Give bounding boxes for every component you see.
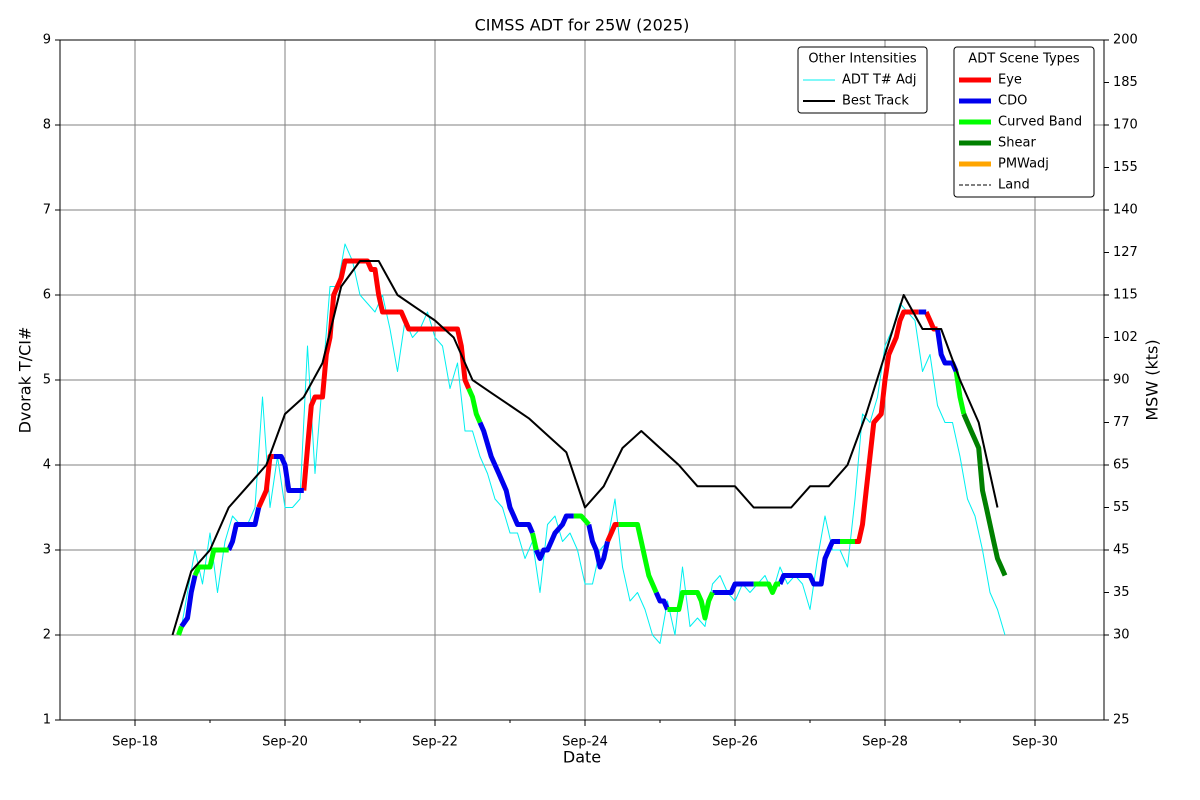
- y2-tick-label: 170: [1113, 118, 1138, 133]
- series-line: [179, 309, 959, 628]
- y-tick-label: 1: [43, 713, 51, 728]
- x-tick-label: Sep-22: [412, 735, 458, 750]
- x-tick-label: Sep-18: [112, 735, 158, 750]
- y-tick-label: 4: [43, 458, 51, 473]
- legend-title: ADT Scene Types: [968, 52, 1080, 67]
- series-line: [179, 243, 1006, 644]
- y-tick-label: 5: [43, 373, 51, 388]
- series-line: [256, 258, 938, 544]
- y2-tick-label: 115: [1113, 288, 1138, 303]
- y2-tick-label: 77: [1113, 415, 1130, 430]
- y2-tick-label: 55: [1113, 500, 1130, 515]
- x-tick-label: Sep-20: [262, 735, 308, 750]
- legend-box: [797, 46, 928, 114]
- x-tick-label: Sep-30: [1012, 735, 1058, 750]
- y-tick-label: 6: [43, 288, 51, 303]
- legend-label: ADT T# Adj: [842, 73, 916, 88]
- x-tick-label: Sep-26: [712, 735, 758, 750]
- y2-tick-label: 102: [1113, 330, 1138, 345]
- legend-label: PMWadj: [998, 157, 1049, 172]
- y-tick-label: 7: [43, 203, 51, 218]
- y2-tick-label: 127: [1113, 245, 1138, 260]
- series-line: [176, 371, 967, 636]
- legend-label: Shear: [998, 136, 1036, 151]
- legend-label: CDO: [998, 94, 1027, 109]
- y-axis-label: Dvorak T/CI#: [16, 327, 35, 434]
- y2-tick-label: 25: [1113, 713, 1130, 728]
- legend-label: Land: [998, 178, 1030, 193]
- plot-frame: [59, 39, 1105, 721]
- legend-box: [953, 46, 1095, 198]
- series-line: [961, 413, 1008, 577]
- series-line: [171, 260, 999, 636]
- y2-tick-label: 140: [1113, 203, 1138, 218]
- x-tick-label: Sep-24: [562, 735, 608, 750]
- y2-tick-label: 65: [1113, 458, 1130, 473]
- x-axis-label: Date: [563, 748, 601, 767]
- y2-tick-label: 200: [1113, 33, 1138, 48]
- y2-tick-label: 155: [1113, 160, 1138, 175]
- x-tick-label: Sep-28: [862, 735, 908, 750]
- y-tick-label: 2: [43, 628, 51, 643]
- y-tick-label: 8: [43, 118, 51, 133]
- legend-label: Best Track: [842, 94, 909, 109]
- y2-tick-label: 30: [1113, 628, 1130, 643]
- legend-label: Eye: [998, 73, 1022, 88]
- legend-title: Other Intensities: [808, 52, 917, 67]
- y-tick-label: 3: [43, 543, 51, 558]
- y2-tick-label: 45: [1113, 543, 1130, 558]
- y2-tick-label: 185: [1113, 75, 1138, 90]
- legend-label: Curved Band: [998, 115, 1082, 130]
- y2-axis-label: MSW (kts): [1143, 339, 1162, 420]
- y-tick-label: 9: [43, 33, 51, 48]
- y2-tick-label: 90: [1113, 373, 1130, 388]
- y2-tick-label: 35: [1113, 585, 1130, 600]
- chart-title: CIMSS ADT for 25W (2025): [475, 16, 690, 35]
